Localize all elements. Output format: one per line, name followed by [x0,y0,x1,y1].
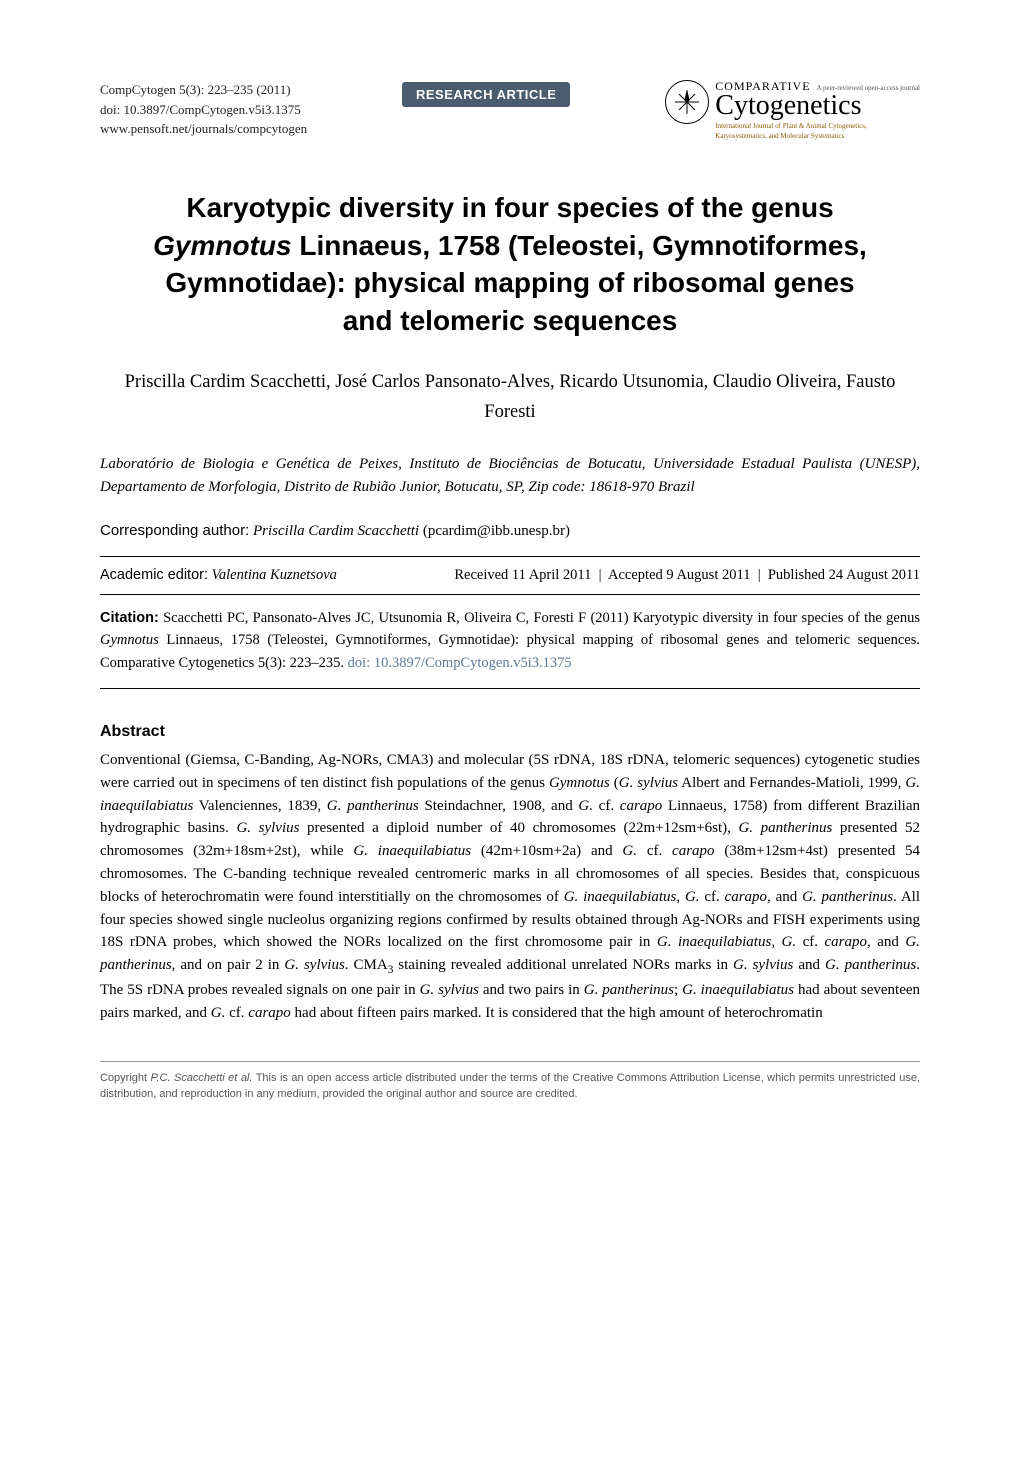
research-article-badge: RESEARCH ARTICLE [402,82,570,107]
editor-name: Valentina Kuznetsova [212,567,337,583]
title-line-1: Karyotypic diversity in four species of … [186,192,833,223]
abstract-genus: G. sylvius [420,982,479,998]
abstract-genus: Gymnotus [549,775,610,791]
editor-dates-row: Academic editor: Valentina Kuznetsova Re… [100,557,920,594]
abstract-genus: G. pantherinus [825,957,916,973]
abstract-genus: G. pantherinus [802,889,893,905]
article-title: Karyotypic diversity in four species of … [100,189,920,340]
logo-subtitle-1: International Journal of Plant & Animal … [715,122,920,130]
abstract-genus: G. pantherinus [327,798,419,814]
abstract-text: , [771,934,781,950]
title-line-3: Gymnotidae): physical mapping of ribosom… [165,267,854,298]
divider [100,688,920,689]
abstract-text: cf. [637,843,672,859]
citation-label: Citation: [100,610,159,626]
abstract-text: , and on pair 2 in [172,957,285,973]
abstract-text: , and [867,934,905,950]
page-header: CompCytogen 5(3): 223–235 (2011) doi: 10… [100,80,920,141]
logo-cytogenetics: Cytogenetics [715,92,920,120]
accepted-date: Accepted 9 August 2011 [608,567,750,583]
abstract-genus: carapo [672,843,715,859]
journal-ref: CompCytogen 5(3): 223–235 (2011) [100,80,307,100]
copyright-prefix: Copyright [100,1072,151,1084]
abstract-genus: G. [578,798,593,814]
abstract-text: and two pairs in [479,982,584,998]
footer-divider [100,1061,920,1062]
abstract-text: cf. [593,798,620,814]
journal-url[interactable]: www.pensoft.net/journals/compcytogen [100,119,307,139]
author-list: Priscilla Cardim Scacchetti, José Carlos… [100,368,920,427]
abstract-text: . CMA [345,957,388,973]
citation-genus: Gymnotus [100,632,159,648]
abstract-genus: carapo [825,934,868,950]
corresponding-author: Corresponding author: Priscilla Cardim S… [100,522,920,540]
abstract-text: and [793,957,825,973]
citation-doi[interactable]: doi: 10.3897/CompCytogen.v5i3.1375 [348,655,572,671]
abstract-text: cf. [700,889,725,905]
corresponding-name: Priscilla Cardim Scacchetti [253,523,419,539]
compass-icon [665,80,709,124]
abstract-genus: G. inaequilabiatus [682,982,794,998]
abstract-genus: G. [622,843,637,859]
abstract-text: ( [610,775,619,791]
doi-line: doi: 10.3897/CompCytogen.v5i3.1375 [100,100,307,120]
copyright-notice: Copyright P.C. Scacchetti et al. This is… [100,1070,920,1103]
abstract-heading: Abstract [100,723,920,741]
abstract-text: presented a diploid number of 40 chromos… [299,820,738,836]
abstract-genus: G. pantherinus [738,820,832,836]
abstract-genus: G. sylvius [619,775,678,791]
abstract-genus: carapo [620,798,663,814]
received-date: Received 11 April 2011 [454,567,591,583]
abstract-text: , [676,889,685,905]
abstract-text: , and [767,889,802,905]
abstract-text: staining revealed additional unrelated N… [393,957,733,973]
abstract-genus: G. [211,1005,226,1021]
abstract-genus: G. sylvius [733,957,793,973]
abstract-genus: G. [685,889,700,905]
abstract-text: ; [674,982,682,998]
affiliation: Laboratório de Biologia e Genética de Pe… [100,453,920,500]
published-date: Published 24 August 2011 [768,567,920,583]
abstract-genus: G. [782,934,797,950]
abstract-body: Conventional (Giemsa, C-Banding, Ag-NORs… [100,749,920,1025]
journal-logo: COMPARATIVE A peer-reviewed open-access … [665,80,920,141]
title-line-2-rest: Linnaeus, 1758 (Teleostei, Gymnotiformes… [292,230,867,261]
abstract-genus: G. sylvius [284,957,344,973]
dates-block: Received 11 April 2011 | Accepted 9 Augu… [454,567,920,584]
abstract-text: had about fifteen pairs marked. It is co… [291,1005,823,1021]
abstract-text: (42m+10sm+2a) and [471,843,622,859]
abstract-genus: G. inaequilabiatus [657,934,771,950]
editor-block: Academic editor: Valentina Kuznetsova [100,567,337,584]
logo-text-block: COMPARATIVE A peer-reviewed open-access … [715,80,920,141]
abstract-text: Steindachner, 1908, and [419,798,579,814]
title-line-4: and telomeric sequences [343,305,678,336]
editor-label: Academic editor: [100,567,208,583]
logo-subtitle-2: Karyosystematics, and Molecular Systemat… [715,132,920,140]
copyright-names: P.C. Scacchetti et al. [151,1072,253,1084]
header-meta: CompCytogen 5(3): 223–235 (2011) doi: 10… [100,80,307,139]
abstract-genus: G. pantherinus [584,982,674,998]
abstract-genus: carapo [248,1005,291,1021]
abstract-genus: carapo [725,889,768,905]
abstract-genus: G. inaequilabiatus [564,889,677,905]
title-genus: Gymnotus [153,230,291,261]
citation-text-pre: Scacchetti PC, Pansonato-Alves JC, Utsun… [159,610,920,626]
citation-block: Citation: Scacchetti PC, Pansonato-Alves… [100,595,920,688]
abstract-text: cf. [796,934,824,950]
corresponding-email[interactable]: (pcardim@ibb.unesp.br) [423,523,570,539]
abstract-text: Albert and Fernandes-Matioli, 1999, [678,775,905,791]
abstract-genus: G. inaequilabiatus [353,843,471,859]
abstract-genus: G. sylvius [236,820,299,836]
abstract-text: Valenciennes, 1839, [193,798,326,814]
corresponding-label: Corresponding author: [100,522,249,539]
abstract-text: cf. [225,1005,248,1021]
